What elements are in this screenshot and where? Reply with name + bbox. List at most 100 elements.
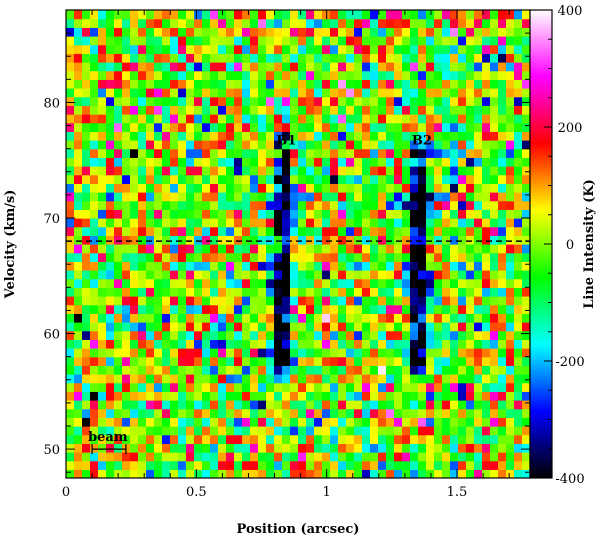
heatmap-cell bbox=[514, 166, 523, 176]
heatmap-cell bbox=[426, 304, 435, 314]
heatmap-cell bbox=[74, 122, 83, 132]
heatmap-cell bbox=[226, 200, 235, 210]
heatmap-cell bbox=[266, 96, 275, 106]
heatmap-cell bbox=[162, 452, 171, 462]
heatmap-cell bbox=[514, 417, 523, 427]
heatmap-cell bbox=[410, 252, 419, 262]
heatmap-cell bbox=[314, 96, 323, 106]
heatmap-cell bbox=[426, 79, 435, 89]
heatmap-cell bbox=[130, 322, 139, 332]
heatmap-cell bbox=[482, 79, 491, 89]
heatmap-cell bbox=[482, 374, 491, 384]
heatmap-cell bbox=[106, 235, 115, 245]
heatmap-cell bbox=[226, 105, 235, 115]
heatmap-cell bbox=[378, 10, 387, 20]
heatmap-cell bbox=[66, 10, 75, 20]
heatmap-cell bbox=[434, 148, 443, 158]
heatmap-cell bbox=[138, 278, 147, 288]
heatmap-cell bbox=[410, 174, 419, 184]
heatmap-cell bbox=[90, 339, 99, 349]
heatmap-cell bbox=[514, 183, 523, 193]
heatmap-cell bbox=[250, 18, 259, 28]
heatmap-cell bbox=[346, 296, 355, 306]
heatmap-cell bbox=[162, 417, 171, 427]
heatmap-cell bbox=[226, 79, 235, 89]
heatmap-cell bbox=[362, 270, 371, 280]
heatmap-cell bbox=[410, 400, 419, 410]
heatmap-cell bbox=[138, 460, 147, 470]
heatmap-cell bbox=[498, 261, 507, 271]
heatmap-cell bbox=[370, 148, 379, 158]
heatmap-cell bbox=[298, 374, 307, 384]
heatmap-cell bbox=[146, 53, 155, 63]
heatmap-cell bbox=[506, 88, 515, 98]
heatmap-cell bbox=[82, 469, 91, 478]
heatmap-cell bbox=[82, 252, 91, 262]
heatmap-cell bbox=[90, 382, 99, 392]
heatmap-cell bbox=[314, 36, 323, 46]
heatmap-cell bbox=[410, 374, 419, 384]
heatmap-cell bbox=[122, 27, 131, 37]
heatmap-cell bbox=[514, 400, 523, 410]
heatmap-cell bbox=[114, 44, 123, 54]
heatmap-cell bbox=[130, 88, 139, 98]
heatmap-cell bbox=[146, 183, 155, 193]
heatmap-cell bbox=[474, 96, 483, 106]
heatmap-cell bbox=[226, 244, 235, 254]
heatmap-cell bbox=[434, 348, 443, 358]
heatmap-cell bbox=[386, 278, 395, 288]
heatmap-cell bbox=[282, 313, 291, 323]
heatmap-cell bbox=[258, 10, 267, 20]
heatmap-cell bbox=[466, 36, 475, 46]
heatmap-cell bbox=[98, 79, 107, 89]
heatmap-cell bbox=[498, 209, 507, 219]
heatmap-cell bbox=[98, 70, 107, 80]
heatmap-cell bbox=[386, 140, 395, 150]
heatmap-cell bbox=[346, 157, 355, 167]
heatmap-cell bbox=[186, 192, 195, 202]
heatmap-cell bbox=[146, 278, 155, 288]
heatmap-cell bbox=[114, 400, 123, 410]
heatmap-cell bbox=[306, 105, 315, 115]
heatmap-cell bbox=[82, 339, 91, 349]
heatmap-cell bbox=[394, 53, 403, 63]
heatmap-cell bbox=[338, 131, 347, 141]
heatmap-cell bbox=[194, 443, 203, 453]
heatmap-cell bbox=[218, 105, 227, 115]
heatmap-cell bbox=[210, 365, 219, 375]
heatmap-cell bbox=[330, 434, 339, 444]
heatmap-cell bbox=[162, 244, 171, 254]
heatmap-cell bbox=[234, 79, 243, 89]
heatmap-cell bbox=[314, 417, 323, 427]
heatmap-cell bbox=[130, 391, 139, 401]
heatmap-cell bbox=[106, 408, 115, 418]
heatmap-cell bbox=[138, 44, 147, 54]
heatmap-cell bbox=[282, 356, 291, 366]
heatmap-cell bbox=[498, 183, 507, 193]
heatmap-cell bbox=[298, 166, 307, 176]
heatmap-cell bbox=[130, 235, 139, 245]
heatmap-cell bbox=[410, 287, 419, 297]
heatmap-cell bbox=[194, 348, 203, 358]
heatmap-cell bbox=[74, 226, 83, 236]
heatmap-cell bbox=[82, 417, 91, 427]
heatmap-cell bbox=[194, 53, 203, 63]
heatmap-cell bbox=[426, 400, 435, 410]
heatmap-cell bbox=[98, 27, 107, 37]
heatmap-cell bbox=[186, 200, 195, 210]
heatmap-cell bbox=[66, 365, 75, 375]
heatmap-cell bbox=[498, 296, 507, 306]
heatmap-cell bbox=[322, 382, 331, 392]
heatmap-cell bbox=[162, 10, 171, 20]
heatmap-cell bbox=[378, 200, 387, 210]
heatmap-cell bbox=[386, 200, 395, 210]
heatmap-cell bbox=[378, 339, 387, 349]
heatmap-cell bbox=[178, 278, 187, 288]
heatmap-cell bbox=[426, 44, 435, 54]
heatmap-cell bbox=[506, 10, 515, 20]
heatmap-cell bbox=[322, 53, 331, 63]
heatmap-cell bbox=[194, 244, 203, 254]
heatmap-cell bbox=[258, 322, 267, 332]
heatmap-cell bbox=[146, 105, 155, 115]
heatmap-cell bbox=[306, 148, 315, 158]
